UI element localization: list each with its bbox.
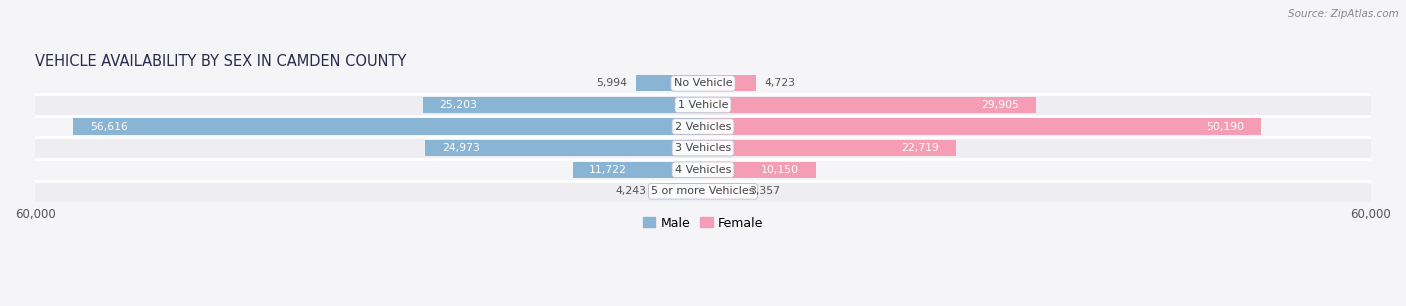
Text: 1 Vehicle: 1 Vehicle xyxy=(678,100,728,110)
Bar xyxy=(73,118,703,135)
Text: 56,616: 56,616 xyxy=(90,121,128,132)
Bar xyxy=(423,97,703,113)
Bar xyxy=(655,183,703,200)
Bar xyxy=(35,73,1371,94)
Bar xyxy=(425,140,703,156)
Text: Source: ZipAtlas.com: Source: ZipAtlas.com xyxy=(1288,9,1399,19)
Text: 11,722: 11,722 xyxy=(589,165,627,175)
Text: 10,150: 10,150 xyxy=(761,165,799,175)
Text: 2 Vehicles: 2 Vehicles xyxy=(675,121,731,132)
Text: VEHICLE AVAILABILITY BY SEX IN CAMDEN COUNTY: VEHICLE AVAILABILITY BY SEX IN CAMDEN CO… xyxy=(35,54,406,69)
Bar xyxy=(703,75,755,91)
Text: 4,243: 4,243 xyxy=(616,186,647,196)
Text: 4 Vehicles: 4 Vehicles xyxy=(675,165,731,175)
Text: 25,203: 25,203 xyxy=(439,100,477,110)
Bar xyxy=(703,118,1261,135)
Bar xyxy=(572,162,703,178)
Text: 24,973: 24,973 xyxy=(441,143,479,153)
Text: 5 or more Vehicles: 5 or more Vehicles xyxy=(651,186,755,196)
Bar xyxy=(637,75,703,91)
Bar xyxy=(35,137,1371,159)
Bar xyxy=(35,181,1371,202)
Bar xyxy=(35,94,1371,116)
Bar xyxy=(35,116,1371,137)
Text: 22,719: 22,719 xyxy=(901,143,939,153)
Bar xyxy=(703,162,815,178)
Text: 3 Vehicles: 3 Vehicles xyxy=(675,143,731,153)
Text: 3,357: 3,357 xyxy=(749,186,780,196)
Text: No Vehicle: No Vehicle xyxy=(673,78,733,88)
Text: 5,994: 5,994 xyxy=(596,78,627,88)
Legend: Male, Female: Male, Female xyxy=(638,212,768,235)
Bar xyxy=(703,183,741,200)
Bar xyxy=(35,159,1371,181)
Text: 29,905: 29,905 xyxy=(981,100,1019,110)
Text: 4,723: 4,723 xyxy=(765,78,796,88)
Bar xyxy=(703,140,956,156)
Text: 50,190: 50,190 xyxy=(1206,121,1244,132)
Bar xyxy=(703,97,1036,113)
